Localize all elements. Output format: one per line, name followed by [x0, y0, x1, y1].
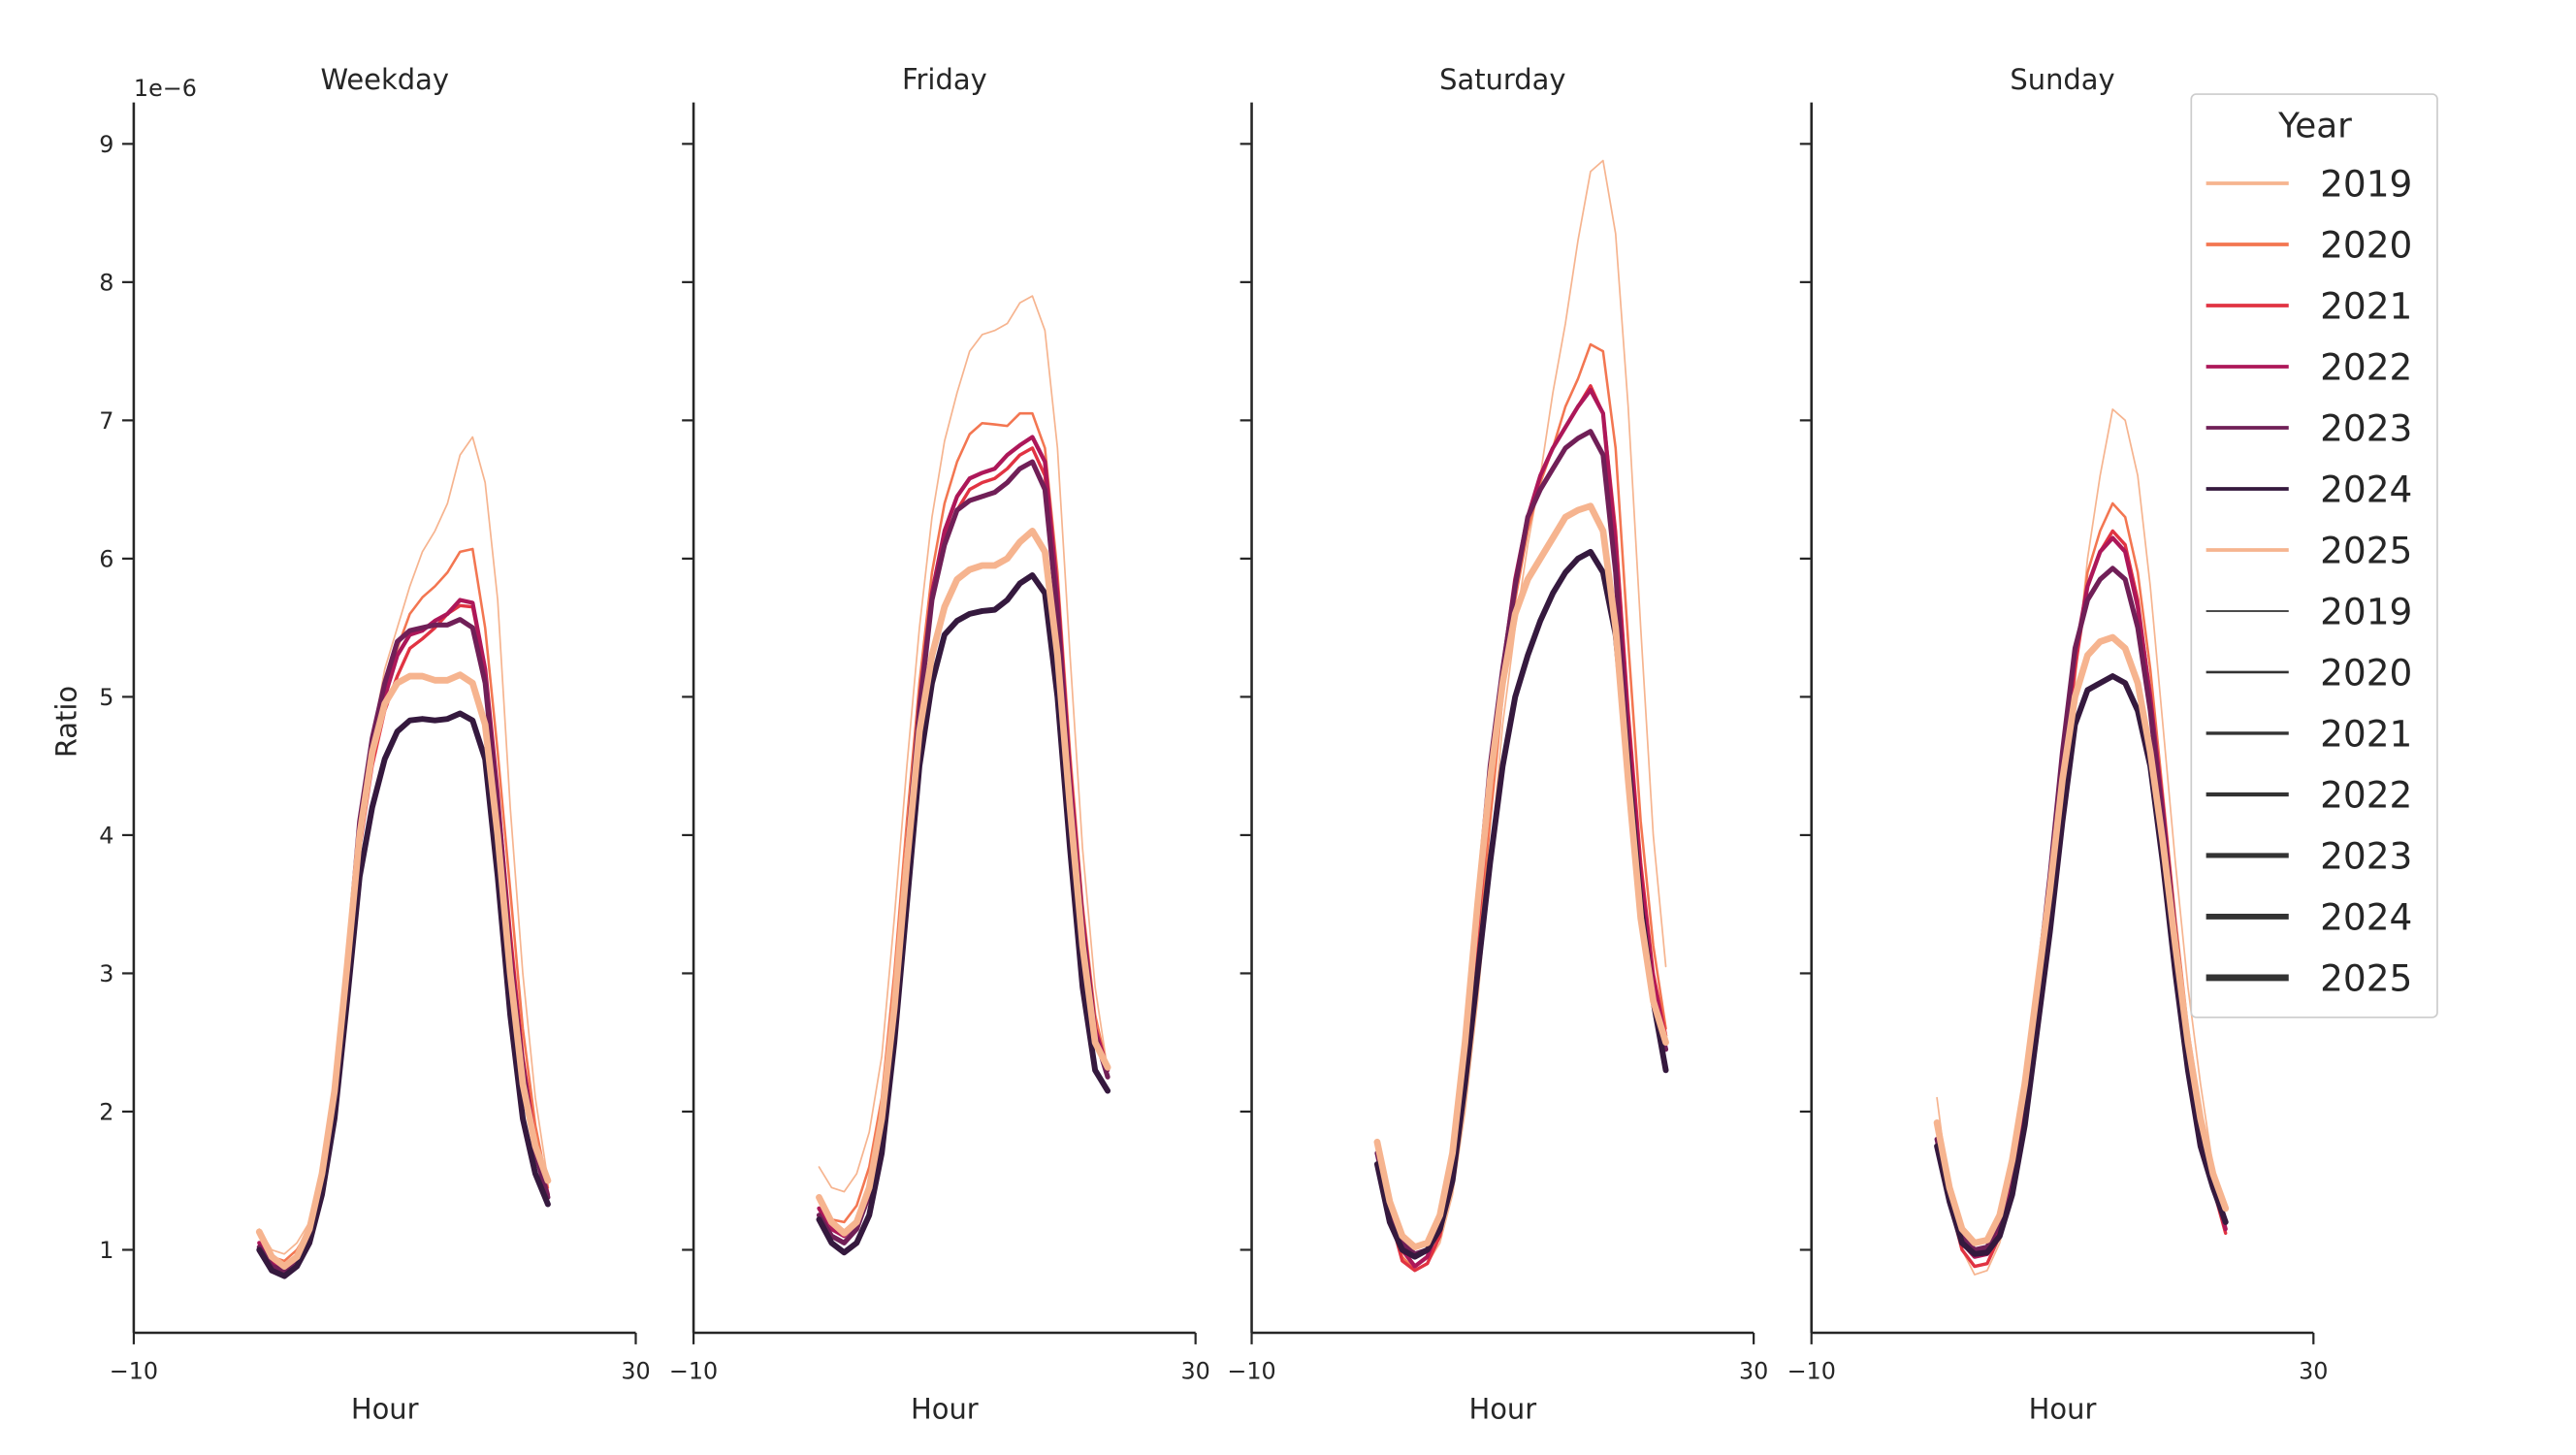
y-offset-label: 1e−6: [134, 75, 197, 102]
series-line-2024: [816, 572, 1111, 1256]
x-axis-label: Hour: [2029, 1393, 2097, 1426]
x-tick-label: −10: [1227, 1358, 1275, 1385]
panel-title: Saturday: [1439, 63, 1565, 96]
y-tick-label: 8: [99, 269, 113, 296]
legend-label: 2025: [2320, 530, 2412, 572]
series-line-2024: [256, 710, 551, 1279]
series-line-2019: [818, 295, 1109, 1193]
series-line-2022: [1374, 387, 1668, 1269]
x-axis-label: Hour: [1468, 1393, 1536, 1426]
x-tick-label: 30: [1739, 1358, 1768, 1385]
x-tick-label: −10: [1787, 1358, 1836, 1385]
series-line-2020: [1375, 342, 1667, 1273]
legend-label: 2025: [2320, 957, 2412, 1000]
series-line-2025: [1373, 502, 1669, 1251]
series-line-2022: [1934, 535, 2228, 1259]
series-line-2020: [818, 411, 1110, 1224]
x-tick-label: −10: [669, 1358, 718, 1385]
series-line-2025: [1933, 633, 2230, 1246]
legend-label: 2024: [2320, 896, 2412, 939]
x-tick-label: 30: [1180, 1358, 1209, 1385]
series-line-2021: [1935, 529, 2228, 1269]
series-line-2023: [816, 459, 1111, 1245]
series-line-2021: [1375, 384, 1668, 1273]
panel-weekday: Weekday 1 2 3 4 5 6 7 8 9 −10 30 Hour: [99, 63, 650, 1426]
y-tick-label: 4: [99, 822, 113, 849]
y-tick-label: 6: [99, 545, 113, 572]
panel-title: Sunday: [2010, 63, 2114, 96]
series-line-2019: [1936, 408, 2227, 1276]
series-line-2025: [255, 671, 552, 1270]
series-line-2024: [1934, 673, 2229, 1257]
legend-title: Year: [2277, 106, 2352, 146]
x-axis-label: Hour: [351, 1393, 419, 1426]
y-axis-label: Ratio: [49, 686, 82, 758]
y-tick-label: 7: [99, 407, 113, 435]
series-line-2025: [816, 527, 1111, 1237]
panel-title: Friday: [902, 63, 987, 96]
legend-label: 2022: [2320, 346, 2412, 389]
panel-sunday: Sunday −10 30 Hour: [1787, 63, 2329, 1426]
legend-label: 2020: [2320, 652, 2412, 695]
legend-label: 2019: [2320, 163, 2412, 206]
y-tick-label: 1: [99, 1237, 113, 1264]
legend-label: 2021: [2320, 285, 2412, 328]
x-tick-label: 30: [621, 1358, 650, 1385]
legend-label: 2024: [2320, 469, 2412, 511]
y-tick-label: 5: [99, 684, 113, 711]
panel-saturday: Saturday −10 30 Hour: [1227, 63, 1768, 1426]
legend-label: 2021: [2320, 713, 2412, 756]
x-axis-label: Hour: [911, 1393, 979, 1426]
panel-friday: Friday −10 30 Hour: [669, 63, 1210, 1426]
panel-title: Weekday: [320, 63, 449, 96]
legend-label: 2020: [2320, 224, 2412, 267]
legend-label: 2022: [2320, 774, 2412, 817]
legend-label: 2023: [2320, 835, 2412, 878]
x-tick-label: 30: [2299, 1358, 2328, 1385]
panels: Weekday 1 2 3 4 5 6 7 8 9 −10 30 Hour Friday −10 30 Hour…: [99, 63, 2328, 1426]
legend: Year 2019 2020 2021 2022 2023 2024 2025 2019 202…: [2190, 93, 2438, 1018]
y-tick-label: 9: [99, 131, 113, 158]
legend-label: 2023: [2320, 407, 2412, 450]
series-line-2019: [258, 436, 549, 1255]
y-tick-label: 2: [99, 1098, 113, 1125]
legend-label: 2019: [2320, 591, 2412, 633]
legend-frame: [2190, 93, 2438, 1018]
x-tick-label: −10: [110, 1358, 158, 1385]
y-tick-label: 3: [99, 960, 113, 987]
